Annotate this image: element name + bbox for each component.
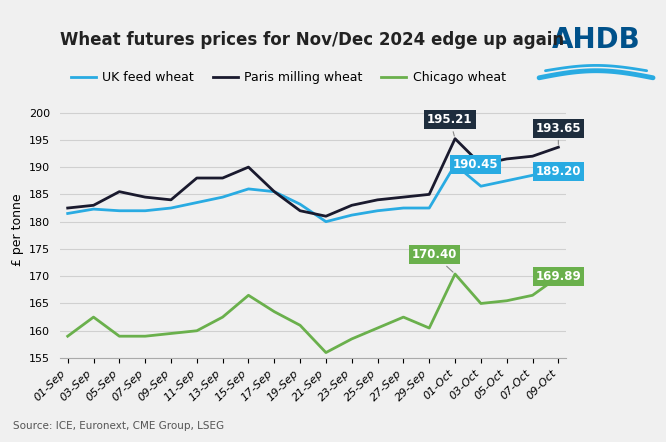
Chicago wheat <box>270 309 278 314</box>
UK feed wheat <box>167 206 175 211</box>
Line: UK feed wheat: UK feed wheat <box>68 165 558 221</box>
Chicago wheat <box>425 325 433 331</box>
Legend: UK feed wheat, Paris milling wheat, Chicago wheat: UK feed wheat, Paris milling wheat, Chic… <box>66 66 511 89</box>
UK feed wheat <box>400 206 408 211</box>
Chicago wheat <box>115 334 123 339</box>
Paris milling wheat <box>193 175 201 181</box>
Text: Source: ICE, Euronext, CME Group, LSEG: Source: ICE, Euronext, CME Group, LSEG <box>13 421 224 431</box>
Paris milling wheat <box>529 153 537 159</box>
Line: Paris milling wheat: Paris milling wheat <box>68 139 558 216</box>
Paris milling wheat <box>477 162 485 167</box>
Paris milling wheat <box>374 197 382 202</box>
Paris milling wheat <box>451 136 459 141</box>
Paris milling wheat <box>348 202 356 208</box>
Chicago wheat <box>477 301 485 306</box>
UK feed wheat <box>503 178 511 183</box>
Line: Chicago wheat: Chicago wheat <box>68 274 558 353</box>
Chicago wheat <box>348 336 356 342</box>
Paris milling wheat <box>296 208 304 213</box>
UK feed wheat <box>218 194 226 200</box>
UK feed wheat <box>244 186 252 191</box>
Paris milling wheat <box>400 194 408 200</box>
UK feed wheat <box>296 202 304 207</box>
Y-axis label: £ per tonne: £ per tonne <box>11 194 23 266</box>
UK feed wheat <box>115 208 123 213</box>
Chicago wheat <box>322 350 330 355</box>
UK feed wheat <box>477 183 485 189</box>
Paris milling wheat <box>167 197 175 202</box>
Paris milling wheat <box>115 189 123 194</box>
Text: 195.21: 195.21 <box>427 113 473 136</box>
Chicago wheat <box>451 271 459 277</box>
Chicago wheat <box>218 314 226 320</box>
Text: Wheat futures prices for Nov/Dec 2024 edge up again: Wheat futures prices for Nov/Dec 2024 ed… <box>60 31 564 49</box>
Text: 170.40: 170.40 <box>412 248 457 272</box>
Paris milling wheat <box>218 175 226 181</box>
UK feed wheat <box>451 162 459 168</box>
Chicago wheat <box>141 334 149 339</box>
Paris milling wheat <box>270 189 278 194</box>
Text: 193.65: 193.65 <box>535 122 581 145</box>
UK feed wheat <box>64 211 72 216</box>
Text: 190.45: 190.45 <box>453 158 499 171</box>
UK feed wheat <box>348 213 356 218</box>
Paris milling wheat <box>554 145 562 150</box>
Chicago wheat <box>193 328 201 333</box>
Chicago wheat <box>554 274 562 279</box>
UK feed wheat <box>141 208 149 213</box>
UK feed wheat <box>89 206 97 212</box>
Text: AHDB: AHDB <box>551 26 641 54</box>
Text: 169.89: 169.89 <box>535 271 581 283</box>
UK feed wheat <box>529 173 537 178</box>
UK feed wheat <box>322 219 330 224</box>
Chicago wheat <box>529 293 537 298</box>
Chicago wheat <box>503 298 511 303</box>
Paris milling wheat <box>503 156 511 162</box>
Chicago wheat <box>374 325 382 331</box>
Paris milling wheat <box>322 213 330 219</box>
Paris milling wheat <box>64 206 72 211</box>
Chicago wheat <box>296 323 304 328</box>
Paris milling wheat <box>141 194 149 200</box>
Paris milling wheat <box>89 202 97 208</box>
Paris milling wheat <box>425 192 433 197</box>
Paris milling wheat <box>244 164 252 170</box>
Chicago wheat <box>89 314 97 320</box>
UK feed wheat <box>193 200 201 205</box>
UK feed wheat <box>554 169 562 174</box>
Text: 189.20: 189.20 <box>535 165 581 178</box>
UK feed wheat <box>374 208 382 213</box>
Chicago wheat <box>64 334 72 339</box>
Chicago wheat <box>167 331 175 336</box>
UK feed wheat <box>425 206 433 211</box>
Chicago wheat <box>244 293 252 298</box>
UK feed wheat <box>270 189 278 194</box>
Chicago wheat <box>400 314 408 320</box>
